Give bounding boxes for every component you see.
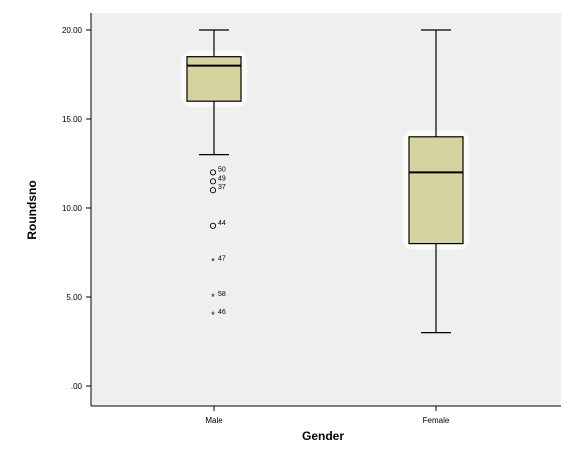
outlier-label: 58	[218, 291, 226, 298]
y-axis-title: Roundsno	[25, 180, 39, 239]
outlier-circle	[209, 169, 217, 176]
outlier-label: 37	[218, 184, 226, 191]
outlier-circle	[209, 222, 217, 229]
x-tick-label: Male	[205, 416, 223, 425]
box-iqr	[186, 56, 242, 102]
y-tick-label: 5.00	[66, 293, 82, 302]
outlier-label: 46	[218, 309, 226, 316]
outlier-circle	[209, 178, 217, 185]
outlier-star: *	[211, 310, 215, 320]
plot-area	[91, 13, 561, 406]
outlier-label: 44	[218, 220, 226, 227]
y-tick-label: 20.00	[62, 26, 83, 35]
x-tick-label: Female	[423, 416, 450, 425]
outlier-label: 47	[218, 255, 226, 262]
box-iqr	[408, 136, 464, 245]
outlier-label: 49	[218, 175, 226, 182]
y-tick-label: .00	[71, 382, 83, 391]
axes: Gender Roundsno .00 5.00 10.00 15.00 20.00 Ma…	[25, 13, 561, 443]
outlier-star: *	[211, 256, 215, 266]
x-axis-title: Gender	[302, 429, 344, 443]
y-tick-label: 10.00	[62, 204, 83, 213]
outlier-label: 50	[218, 166, 226, 173]
y-tick-label: 15.00	[62, 115, 83, 124]
outlier-circle	[209, 187, 217, 194]
outlier-star: *	[211, 292, 215, 302]
